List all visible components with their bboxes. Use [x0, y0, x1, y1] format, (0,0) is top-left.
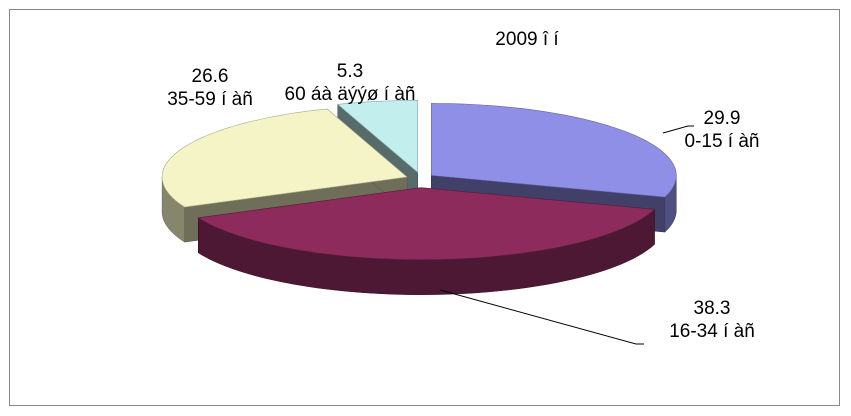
label-value: 29.9 [703, 108, 741, 129]
label-value: 5.3 [336, 61, 364, 82]
data-label: 26.6 35-59 í àñ [135, 65, 285, 111]
leader-line [662, 125, 694, 134]
data-label: 5.3 60 áà äýýø í àñ [283, 60, 418, 106]
label-category: 60 áà äýýø í àñ [284, 84, 416, 105]
label-value: 38.3 [693, 298, 731, 319]
label-category: 16-34 í àñ [669, 321, 755, 342]
slice [431, 103, 677, 198]
label-category: 0-15 í àñ [684, 131, 760, 152]
label-value: 26.6 [191, 66, 229, 87]
data-label: 38.3 16-34 í àñ [637, 297, 787, 343]
label-category: 35-59 í àñ [167, 89, 253, 110]
data-label: 29.9 0-15 í àñ [647, 107, 797, 153]
leader-line [439, 289, 644, 345]
slice [336, 100, 418, 174]
slice [197, 187, 656, 260]
chart-title: 2009 î í [495, 29, 559, 50]
slice [161, 108, 408, 208]
